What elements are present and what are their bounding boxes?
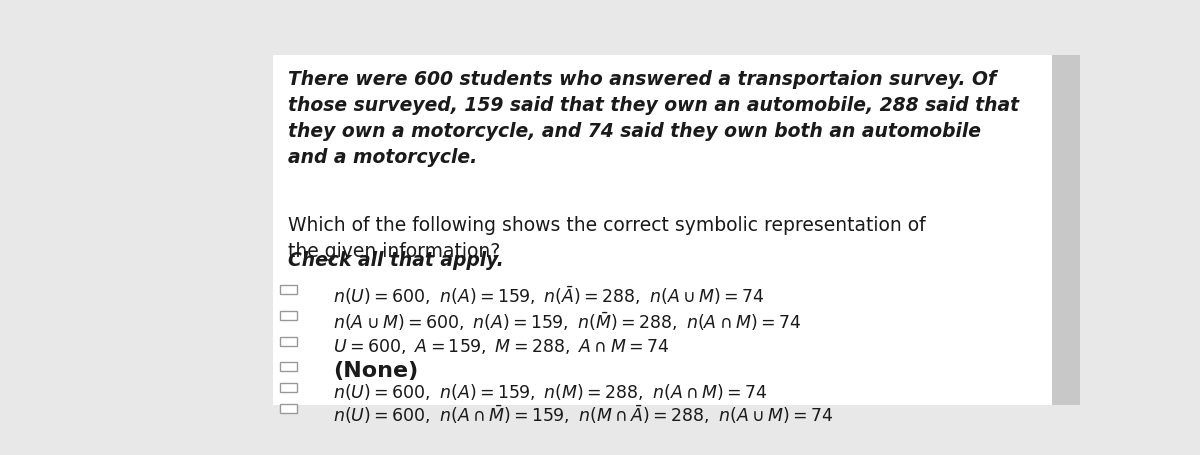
Text: $n(A \cup M) = 600,\ n(A) = 159,\ n(\bar{M}) = 288,\ n(A \cap M) = 74$: $n(A \cup M) = 600,\ n(A) = 159,\ n(\bar…	[334, 310, 802, 333]
FancyBboxPatch shape	[281, 404, 296, 413]
Text: There were 600 students who answered a transportaion survey. Of
those surveyed, : There were 600 students who answered a t…	[288, 71, 1019, 167]
Text: $n(U) = 600,\ n(A \cap \bar{M}) = 159,\ n(M \cap \bar{A}) = 288,\ n(A \cup M) = : $n(U) = 600,\ n(A \cap \bar{M}) = 159,\ …	[334, 403, 834, 426]
Bar	[272, 55, 1052, 405]
Bar	[1052, 55, 1080, 405]
FancyBboxPatch shape	[281, 311, 296, 320]
Text: $n(U) = 600,\ n(A) = 159,\ n(\bar{A}) = 288,\ n(A \cup M) = 74$: $n(U) = 600,\ n(A) = 159,\ n(\bar{A}) = …	[334, 284, 764, 307]
Text: Which of the following shows the correct symbolic representation of
the given in: Which of the following shows the correct…	[288, 216, 925, 261]
Text: $U = 600,\ A = 159,\ M = 288,\ A \cap M = 74$: $U = 600,\ A = 159,\ M = 288,\ A \cap M …	[334, 337, 670, 356]
Text: (None): (None)	[334, 361, 419, 381]
FancyBboxPatch shape	[281, 383, 296, 392]
FancyBboxPatch shape	[281, 362, 296, 371]
FancyBboxPatch shape	[281, 285, 296, 294]
FancyBboxPatch shape	[281, 337, 296, 346]
Text: $n(U) = 600,\ n(A) = 159,\ n(M) = 288,\ n(A \cap M) = 74$: $n(U) = 600,\ n(A) = 159,\ n(M) = 288,\ …	[334, 382, 768, 402]
Text: Check all that apply.: Check all that apply.	[288, 251, 503, 270]
